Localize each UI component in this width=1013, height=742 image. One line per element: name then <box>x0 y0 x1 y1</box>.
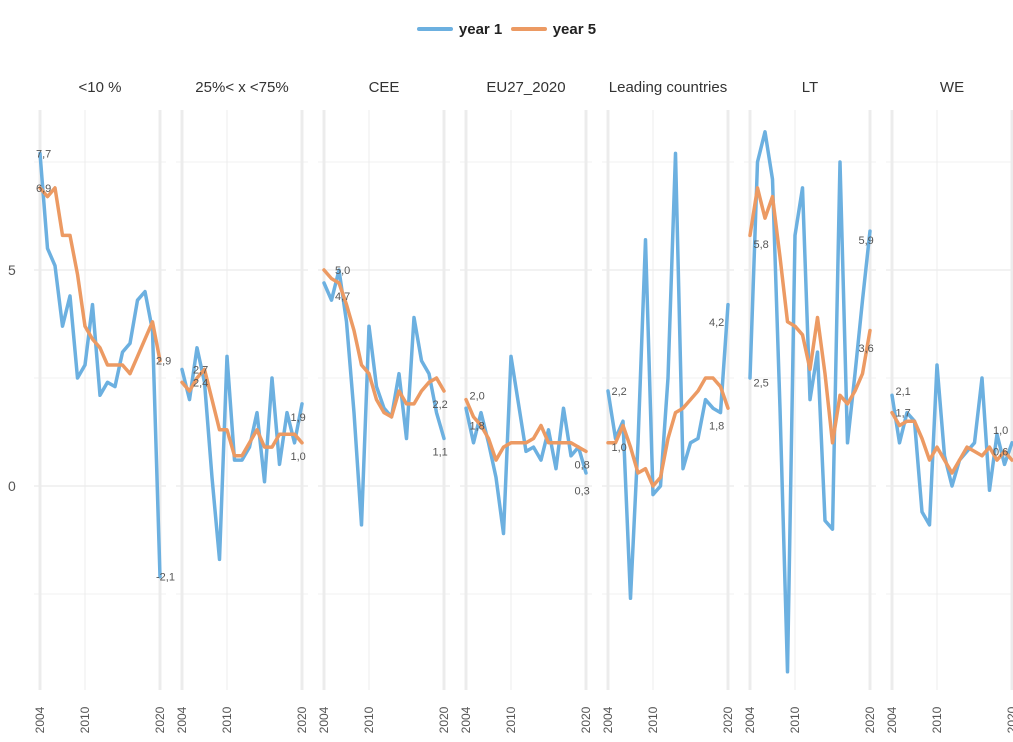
legend-swatch-year1 <box>416 27 453 31</box>
data-label: 0,8 <box>575 459 590 471</box>
panel-title: 25%< x <75% <box>195 79 288 96</box>
x-tick-label: 2020 <box>1005 706 1013 733</box>
panel-title: EU27_2020 <box>486 79 565 96</box>
data-label: 2,4 <box>193 377 208 389</box>
data-label: 0,3 <box>575 485 590 497</box>
x-tick-label: 2010 <box>930 706 944 733</box>
data-label: 1,9 <box>291 412 306 424</box>
x-tick-label: 2004 <box>601 706 615 733</box>
series-line-year1 <box>322 268 446 527</box>
x-tick-label: 2010 <box>504 706 518 733</box>
x-tick-label: 2010 <box>362 706 376 733</box>
data-label: 7,7 <box>36 148 51 160</box>
data-label: 2,5 <box>754 377 769 389</box>
data-label: 2,2 <box>433 399 448 411</box>
x-tick-label: 2020 <box>437 706 451 733</box>
data-label: 5,0 <box>335 265 350 277</box>
legend-item-year5[interactable]: year 5 <box>510 20 597 38</box>
y-tick-label: 0 <box>8 478 16 494</box>
legend-item-year1[interactable]: year 1 <box>416 20 503 38</box>
legend-label-year1: year 1 <box>458 20 503 38</box>
panel-title: <10 % <box>79 79 122 96</box>
series-line-year5 <box>748 186 872 445</box>
data-label: 1,8 <box>470 421 485 433</box>
x-tick-label: 2004 <box>885 706 899 733</box>
x-tick-label: 2020 <box>863 706 877 733</box>
y-tick-label: 5 <box>8 262 16 278</box>
x-tick-label: 2010 <box>788 706 802 733</box>
data-label: 1,7 <box>896 408 911 420</box>
x-tick-label: 2020 <box>579 706 593 733</box>
x-tick-label: 2004 <box>175 706 189 733</box>
legend: year 1 year 5 <box>0 18 1013 38</box>
data-label: 1,0 <box>291 451 306 463</box>
x-tick-label: 2010 <box>646 706 660 733</box>
panel-title: LT <box>802 79 818 96</box>
x-tick-label: 2020 <box>295 706 309 733</box>
series-line-year1 <box>748 130 872 674</box>
data-label: 3,6 <box>859 343 874 355</box>
x-tick-label: 2010 <box>220 706 234 733</box>
data-label: 5,9 <box>859 235 874 247</box>
series-line-year5 <box>38 186 162 376</box>
panel-title: Leading countries <box>609 79 727 96</box>
x-tick-label: 2020 <box>153 706 167 733</box>
data-label: 4,7 <box>335 291 350 303</box>
data-label: 2,0 <box>470 390 485 402</box>
panel-title: CEE <box>369 79 400 96</box>
data-label: 5,8 <box>754 239 769 251</box>
series-line-year5 <box>180 367 304 458</box>
x-tick-label: 2010 <box>78 706 92 733</box>
series-line-year1 <box>606 151 730 601</box>
series-line-year1 <box>464 354 588 536</box>
panel-title: WE <box>940 79 964 96</box>
data-label: -2,1 <box>156 572 175 584</box>
legend-label-year5: year 5 <box>552 20 597 38</box>
data-label: 1,8 <box>709 421 724 433</box>
x-tick-label: 2004 <box>459 706 473 733</box>
data-label: 2,2 <box>612 386 627 398</box>
legend-swatch-year5 <box>510 27 547 31</box>
series-line-year5 <box>322 268 446 419</box>
x-tick-label: 2020 <box>721 706 735 733</box>
data-label: 1,0 <box>612 442 627 454</box>
x-tick-label: 2004 <box>743 706 757 733</box>
data-label: 2,9 <box>156 356 171 368</box>
series-line-year5 <box>464 397 588 462</box>
data-label: 2,1 <box>896 386 911 398</box>
data-label: 1,1 <box>433 446 448 458</box>
data-label: 0,6 <box>993 446 1008 458</box>
x-tick-label: 2004 <box>317 706 331 733</box>
series-line-year5 <box>890 410 1013 475</box>
data-label: 4,2 <box>709 317 724 329</box>
data-label: 6,9 <box>36 183 51 195</box>
series-line-year1 <box>38 151 162 579</box>
data-label: 1,0 <box>993 425 1008 437</box>
x-tick-label: 2004 <box>33 706 47 733</box>
series-line-year1 <box>890 363 1013 527</box>
data-label: 2,7 <box>193 364 208 376</box>
series-line-year5 <box>606 376 730 488</box>
